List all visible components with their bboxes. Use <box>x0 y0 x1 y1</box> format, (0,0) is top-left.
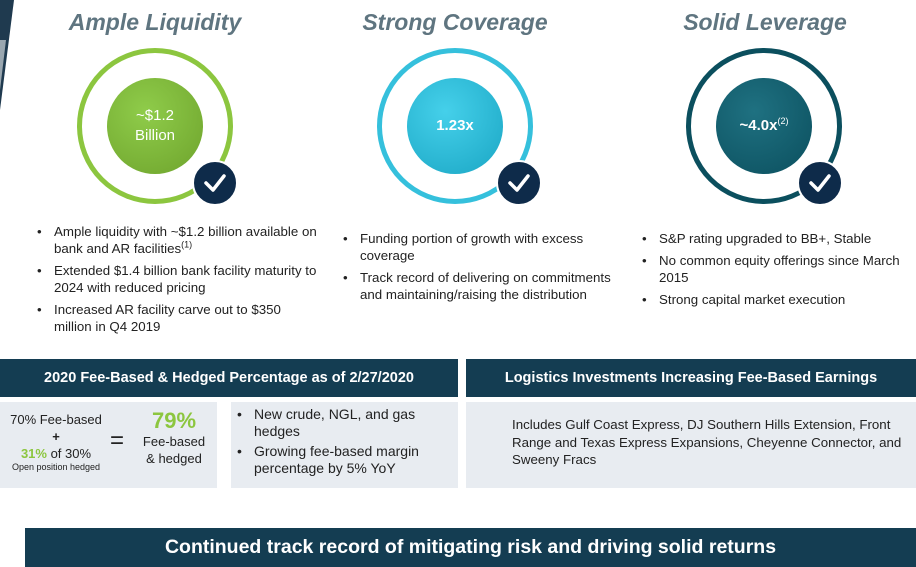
solid-leverage-title: Solid Leverage <box>683 9 847 35</box>
leverage-circle: ~4.0x(2) <box>716 78 812 174</box>
fee-result: 79% Fee-based & hedged <box>136 409 212 467</box>
leverage-value: ~4.0x(2) <box>739 116 789 135</box>
coverage-bullets: Funding portion of growth with excess co… <box>341 230 621 308</box>
fee-result-label1: Fee-based <box>142 434 206 449</box>
fee-calc-left: 70% Fee-based + 31% of 30% Open position… <box>2 411 110 473</box>
list-item: Growing fee-based margin percentage by 5… <box>235 443 453 477</box>
liquidity-value-unit: Billion <box>134 127 176 144</box>
fee-based-header: 2020 Fee-Based & Hedged Percentage as of… <box>0 359 458 397</box>
logistics-header: Logistics Investments Increasing Fee-Bas… <box>466 359 916 397</box>
list-item: Funding portion of growth with excess co… <box>341 230 621 264</box>
footer-banner: Continued track record of mitigating ris… <box>25 528 916 567</box>
list-item: Strong capital market execution <box>640 291 910 308</box>
fee-bullets: New crude, NGL, and gas hedges Growing f… <box>235 406 453 482</box>
ample-liquidity-title: Ample Liquidity <box>68 9 242 35</box>
list-item: New crude, NGL, and gas hedges <box>235 406 453 440</box>
fee-result-pct: 79% <box>151 408 197 433</box>
leverage-ring: ~4.0x(2) <box>686 48 842 204</box>
checkmark-icon <box>797 160 843 206</box>
fee-calc-panel <box>0 402 217 488</box>
fee-result-label2: & hedged <box>146 451 202 466</box>
liquidity-ring: ~$1.2 Billion <box>77 48 233 204</box>
list-item: S&P rating upgraded to BB+, Stable <box>640 230 910 247</box>
hedged-line: 31% of 30% <box>20 446 92 461</box>
liquidity-bullets: Ample liquidity with ~$1.2 billion avail… <box>35 223 320 340</box>
corner-accent <box>0 0 14 110</box>
checkmark-icon <box>496 160 542 206</box>
liquidity-value: ~$1.2 <box>136 107 174 124</box>
list-item: Track record of delivering on commitment… <box>341 269 621 303</box>
coverage-ring: 1.23x <box>377 48 533 204</box>
logistics-panel <box>466 402 916 488</box>
plus-sign: + <box>52 429 60 444</box>
equals-sign: = <box>110 427 125 454</box>
coverage-circle: 1.23x <box>407 78 503 174</box>
list-item: Ample liquidity with ~$1.2 billion avail… <box>35 223 320 257</box>
logistics-body: Includes Gulf Coast Express, DJ Southern… <box>512 417 902 467</box>
strong-coverage-title: Strong Coverage <box>362 9 548 35</box>
fee-based-line: 70% Fee-based <box>10 412 102 427</box>
list-item: Increased AR facility carve out to $350 … <box>35 301 320 335</box>
checkmark-icon <box>192 160 238 206</box>
list-item: Extended $1.4 billion bank facility matu… <box>35 262 320 296</box>
liquidity-circle: ~$1.2 Billion <box>107 78 203 174</box>
list-item: No common equity offerings since March 2… <box>640 252 910 286</box>
coverage-value: 1.23x <box>436 117 474 134</box>
open-position-note: Open position hedged <box>11 462 101 472</box>
leverage-bullets: S&P rating upgraded to BB+, Stable No co… <box>640 230 910 313</box>
